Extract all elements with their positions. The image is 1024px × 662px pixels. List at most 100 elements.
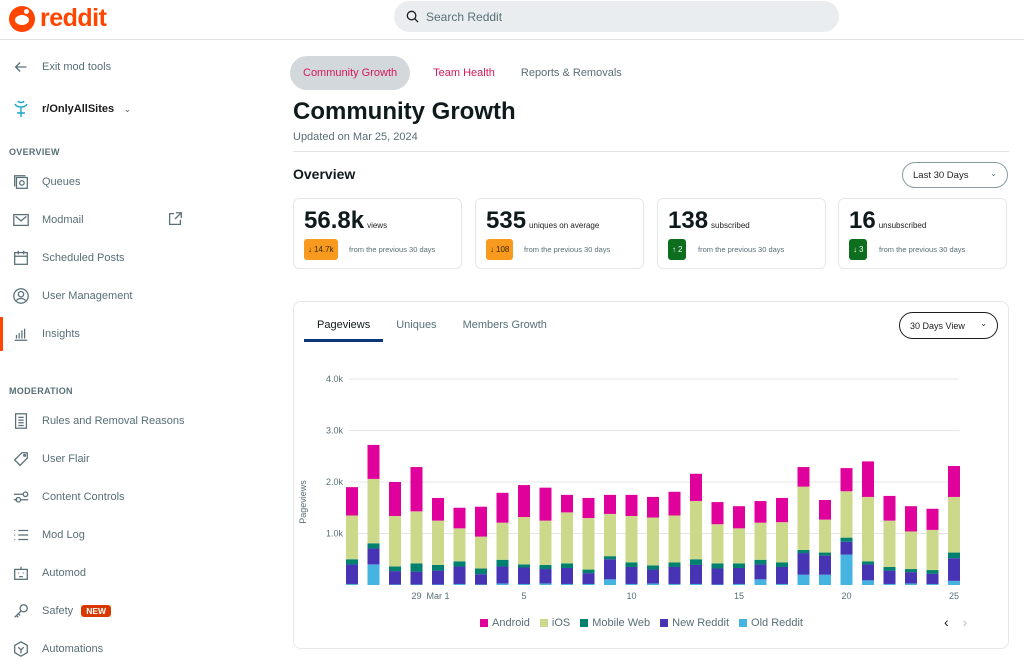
y-tick-label: 2.0k [326, 477, 344, 487]
bar-chart-icon [11, 324, 31, 344]
bar-segment-mobile-web [518, 564, 530, 568]
bar-segment-ios [410, 511, 423, 564]
sidebar-item-queues[interactable]: Queues [0, 169, 260, 195]
legend-item[interactable]: Android [480, 617, 530, 629]
delta-badge: ↓ 108 [486, 239, 514, 260]
sidebar-item-user-management[interactable]: User Management [0, 283, 260, 309]
bar-segment-new-reddit [668, 566, 681, 584]
y-tick-label: 1.0k [326, 529, 344, 539]
bar-segment-android [926, 508, 939, 530]
pageviews-chart: 1.0k 2.0k 3.0k 4.0k Pageviews 29 Mar 1 5 10 15 20 2… [298, 374, 960, 601]
bar-segment-new-reddit [410, 571, 423, 585]
sidebar-item-modmail[interactable]: Modmail [0, 207, 260, 233]
chevron-left-icon[interactable]: ‹ [944, 614, 949, 630]
chevron-down-icon: ⌄ [980, 319, 987, 328]
bar-segment-old-reddit [711, 584, 724, 585]
search-input[interactable] [426, 9, 806, 24]
legend-swatch [660, 619, 669, 627]
bar-segment-new-reddit [496, 566, 509, 584]
bar-segment-old-reddit [733, 583, 745, 585]
bar-segment-ios [905, 531, 917, 570]
logo-text: reddit [40, 4, 107, 32]
bar-segment-ios [926, 529, 939, 571]
view-select[interactable]: 30 Days View ⌄ [899, 312, 998, 339]
bar-segment-new-reddit [840, 541, 853, 555]
tab-members-growth[interactable]: Members Growth [462, 319, 547, 331]
bar-segment-mobile-web [948, 552, 960, 559]
bar-segment-mobile-web [668, 562, 681, 567]
search-bar[interactable] [394, 1, 839, 32]
sidebar-item-label: Rules and Removal Reasons [42, 415, 185, 427]
bar-segment-mobile-web [367, 543, 380, 549]
bar-segment-new-reddit [475, 574, 487, 585]
bar-segment-old-reddit [561, 583, 573, 585]
bar-segment-android [475, 506, 487, 537]
tab-community-growth[interactable]: Community Growth [290, 56, 411, 90]
bar-segment-new-reddit [453, 566, 466, 584]
sidebar-item-automod[interactable]: Automod [0, 560, 260, 586]
sliders-icon [11, 487, 31, 507]
stat-unit: uniques on average [529, 221, 600, 230]
legend-item[interactable]: iOS [539, 617, 570, 629]
legend-item[interactable]: Mobile Web [580, 617, 650, 629]
bar-segment-mobile-web [926, 570, 939, 574]
bar-segment-mobile-web [496, 559, 509, 567]
sidebar-item-safety[interactable]: Safety NEW [0, 598, 260, 624]
legend-swatch [539, 619, 548, 627]
bar-segment-mobile-web [862, 561, 874, 565]
bar-segment-old-reddit [625, 583, 638, 585]
chart-card: Pageviews Uniques Members Growth 30 Days… [293, 301, 1009, 649]
delta-value: 108 [496, 245, 510, 254]
y-tick-label: 3.0k [326, 426, 344, 436]
delta-caption: from the previous 30 days [349, 245, 436, 254]
bar-segment-android [754, 501, 767, 523]
sidebar-item-mod-log[interactable]: Mod Log [0, 522, 260, 548]
delta-badge: ↓ 3 [849, 239, 868, 260]
bar-segment-mobile-web [561, 563, 573, 569]
bar-segment-mobile-web [754, 559, 767, 565]
bar-segment-new-reddit [582, 573, 595, 584]
tab-pageviews[interactable]: Pageviews [304, 319, 384, 342]
bar-segment-ios [496, 522, 509, 560]
bar-segment-mobile-web [797, 549, 810, 554]
x-tick-label: Mar 1 [426, 591, 449, 601]
delta-value: 3 [859, 245, 864, 254]
sidebar-item-user-flair[interactable]: User Flair [0, 446, 260, 472]
arrow-down-icon: ↓ [853, 245, 857, 254]
bar-segment-old-reddit [776, 583, 788, 585]
bar-segment-android [453, 507, 466, 529]
tab-team-health[interactable]: Team Health [433, 67, 495, 79]
x-tick-label: 10 [626, 591, 636, 601]
tab-reports-removals[interactable]: Reports & Removals [520, 67, 622, 79]
bar-segment-ios [582, 518, 595, 570]
bar-segment-old-reddit [690, 583, 702, 585]
sidebar-item-insights[interactable]: Insights [0, 321, 260, 347]
chevron-down-icon: ⌄ [990, 169, 997, 178]
chevron-right-icon[interactable]: › [962, 614, 968, 630]
reddit-logo[interactable]: reddit [9, 4, 107, 33]
bar-segment-old-reddit [539, 583, 552, 585]
sidebar: Exit mod tools r/OnlyAllSites ⌄ OVERVIEW… [0, 41, 270, 659]
sidebar-item-label: Scheduled Posts [42, 252, 125, 264]
top-bar: reddit [0, 0, 1024, 40]
legend-item[interactable]: New Reddit [660, 617, 729, 629]
date-range-select[interactable]: Last 30 Days ⌄ [902, 162, 1008, 188]
bar-segment-new-reddit [367, 548, 380, 565]
legend-item[interactable]: Old Reddit [739, 617, 803, 629]
bar-segment-android [496, 492, 509, 523]
bar-segment-ios [625, 515, 638, 563]
tab-uniques[interactable]: Uniques [396, 319, 437, 331]
external-link-icon[interactable] [166, 210, 184, 231]
page-title: Community Growth [293, 98, 516, 125]
bar-segment-new-reddit [883, 570, 896, 584]
sidebar-item-automations[interactable]: Automations [0, 636, 260, 662]
sidebar-item-rules[interactable]: Rules and Removal Reasons [0, 408, 260, 434]
bar-segment-ios [883, 520, 896, 567]
bar-segment-old-reddit [582, 583, 595, 585]
community-switcher[interactable]: r/OnlyAllSites ⌄ [0, 96, 260, 122]
sidebar-item-scheduled-posts[interactable]: Scheduled Posts [0, 245, 260, 271]
bar-segment-mobile-web [582, 569, 595, 574]
exit-mod-tools-link[interactable]: Exit mod tools [0, 54, 260, 80]
bar-segment-old-reddit [389, 584, 401, 585]
sidebar-item-content-controls[interactable]: Content Controls [0, 484, 260, 510]
